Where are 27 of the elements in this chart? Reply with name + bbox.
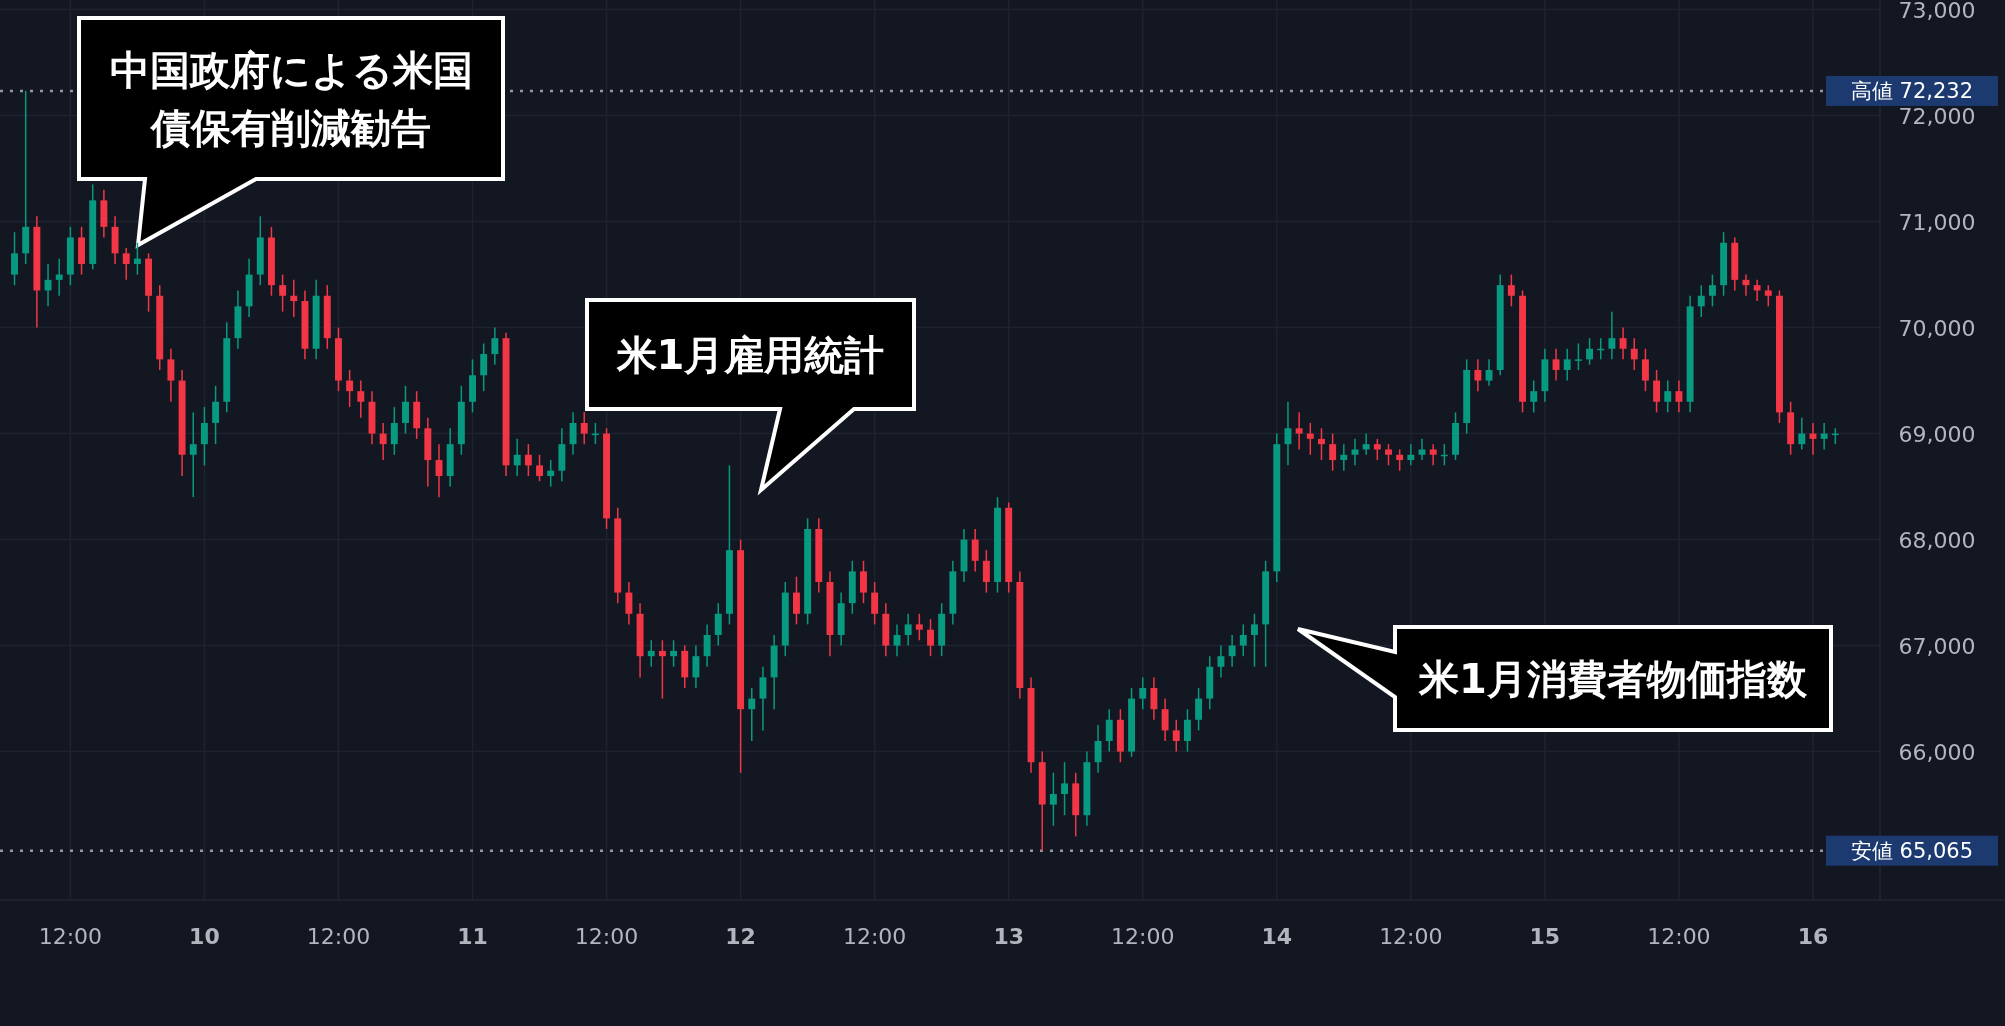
ref-line-label: 安値 65,065	[1850, 838, 1974, 863]
xtick: 11	[457, 924, 488, 949]
xtick: 10	[189, 924, 220, 949]
ytick: 70,000	[1898, 315, 1976, 341]
xtick: 13	[993, 924, 1024, 949]
ytick: 68,000	[1898, 527, 1976, 553]
annotation: 米1月消費者物価指数	[1418, 655, 1808, 702]
annotation: 米1月雇用統計	[615, 331, 885, 378]
ytick: 72,000	[1898, 103, 1976, 129]
xtick: 14	[1261, 924, 1293, 949]
ytick: 66,000	[1898, 739, 1976, 765]
xtick: 12:00	[1111, 924, 1175, 949]
xtick: 15	[1529, 924, 1561, 949]
xtick: 12:00	[306, 924, 371, 949]
ytick: 69,000	[1898, 421, 1976, 447]
xtick: 12:00	[38, 924, 103, 949]
xtick: 12:00	[842, 924, 907, 949]
ytick: 73,000	[1898, 0, 1976, 23]
xtick: 12:00	[1647, 924, 1711, 949]
ytick: 71,000	[1898, 209, 1976, 235]
annotation: 中国政府による米国債保有削減勧告	[109, 46, 473, 151]
ref-line-label: 高値 72,232	[1850, 78, 1974, 103]
ytick: 67,000	[1898, 633, 1976, 659]
xtick: 12:00	[574, 924, 639, 949]
xtick: 16	[1797, 924, 1829, 949]
xtick: 12:00	[1379, 924, 1443, 949]
xtick: 12	[725, 924, 756, 949]
